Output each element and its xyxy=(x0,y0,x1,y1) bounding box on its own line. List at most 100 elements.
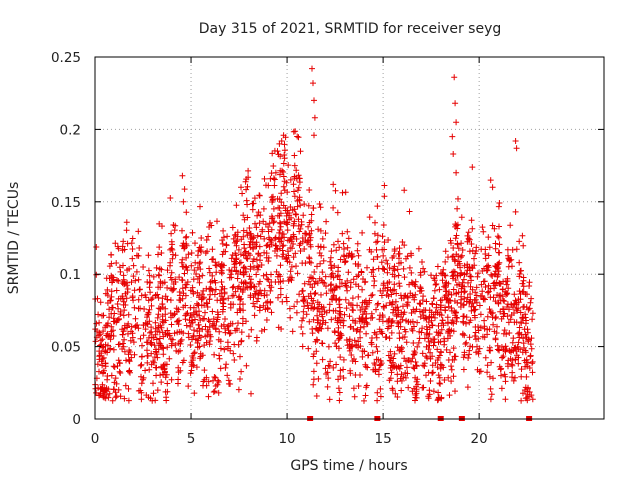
data-point xyxy=(284,219,291,226)
data-point xyxy=(485,252,492,259)
data-point xyxy=(303,311,310,318)
data-point xyxy=(227,304,234,311)
data-point xyxy=(192,240,198,247)
data-point xyxy=(272,248,278,254)
data-point xyxy=(380,252,387,259)
data-point xyxy=(160,333,167,340)
data-point xyxy=(519,280,526,287)
data-point xyxy=(523,317,530,324)
data-point xyxy=(318,291,324,298)
data-point xyxy=(228,255,235,262)
data-point xyxy=(328,316,335,323)
data-point xyxy=(370,266,376,273)
data-point xyxy=(520,390,526,397)
data-point xyxy=(347,367,354,374)
y-tick-label: 0.05 xyxy=(51,340,81,356)
data-point xyxy=(108,288,115,295)
data-point xyxy=(376,316,383,323)
data-point xyxy=(359,286,366,293)
data-point xyxy=(99,336,106,343)
data-point xyxy=(108,293,115,300)
data-point xyxy=(285,162,292,169)
data-point xyxy=(137,335,144,342)
data-point xyxy=(480,295,487,302)
data-point xyxy=(180,198,187,205)
data-point xyxy=(283,220,290,227)
y-tick-label: 0 xyxy=(72,412,81,428)
data-point xyxy=(300,297,307,304)
data-point xyxy=(374,389,381,396)
data-point xyxy=(211,374,218,380)
data-point xyxy=(189,336,195,343)
data-point xyxy=(273,242,280,249)
data-point xyxy=(286,305,293,312)
data-point xyxy=(316,250,323,256)
data-point xyxy=(253,239,260,246)
data-point xyxy=(125,330,131,337)
data-point xyxy=(114,301,121,307)
data-point xyxy=(156,220,163,227)
data-point xyxy=(220,227,227,234)
data-point xyxy=(115,357,122,364)
data-point xyxy=(386,265,393,271)
data-point xyxy=(317,227,324,234)
data-point xyxy=(340,240,347,247)
data-point xyxy=(409,280,416,287)
data-point xyxy=(408,252,415,259)
data-point xyxy=(138,361,145,368)
data-point xyxy=(444,314,451,321)
data-point xyxy=(287,244,294,251)
data-point xyxy=(104,373,111,379)
data-point xyxy=(111,364,118,370)
data-point xyxy=(344,244,351,251)
data-point xyxy=(299,330,306,337)
data-point xyxy=(436,374,443,381)
data-point xyxy=(180,290,187,297)
data-point xyxy=(290,241,297,247)
data-point xyxy=(291,193,298,200)
data-point xyxy=(486,344,493,351)
data-point xyxy=(227,381,234,387)
data-point xyxy=(153,264,160,271)
data-point xyxy=(293,211,300,218)
data-point xyxy=(346,347,353,354)
y-tick-label: 0.2 xyxy=(60,122,81,138)
data-point xyxy=(355,383,362,389)
data-point xyxy=(314,319,321,326)
data-point xyxy=(448,305,455,311)
data-point xyxy=(374,301,381,308)
data-point xyxy=(520,335,527,342)
data-point xyxy=(441,272,448,279)
data-point xyxy=(505,285,512,292)
data-point xyxy=(325,343,332,350)
data-point xyxy=(177,338,184,345)
data-point xyxy=(295,216,302,223)
data-point xyxy=(381,193,388,200)
data-point xyxy=(449,133,456,140)
data-point xyxy=(277,210,284,217)
data-point xyxy=(152,397,159,404)
data-point xyxy=(423,298,430,305)
data-point xyxy=(153,364,160,371)
data-point xyxy=(99,356,106,362)
data-point xyxy=(433,281,440,287)
data-point xyxy=(359,229,366,236)
data-point xyxy=(291,162,298,169)
data-point xyxy=(522,349,529,356)
data-point xyxy=(293,263,299,270)
data-point xyxy=(150,273,157,280)
data-point xyxy=(369,291,376,298)
data-point xyxy=(354,302,361,309)
data-point xyxy=(300,315,307,321)
data-point xyxy=(191,309,197,316)
data-point xyxy=(467,291,474,297)
data-point xyxy=(402,374,409,381)
data-point xyxy=(334,209,341,216)
data-point xyxy=(437,304,444,311)
data-point xyxy=(238,368,245,375)
data-point xyxy=(180,240,187,247)
data-point xyxy=(486,373,493,380)
data-point xyxy=(99,344,106,351)
data-point xyxy=(330,364,337,371)
data-point xyxy=(398,309,405,316)
